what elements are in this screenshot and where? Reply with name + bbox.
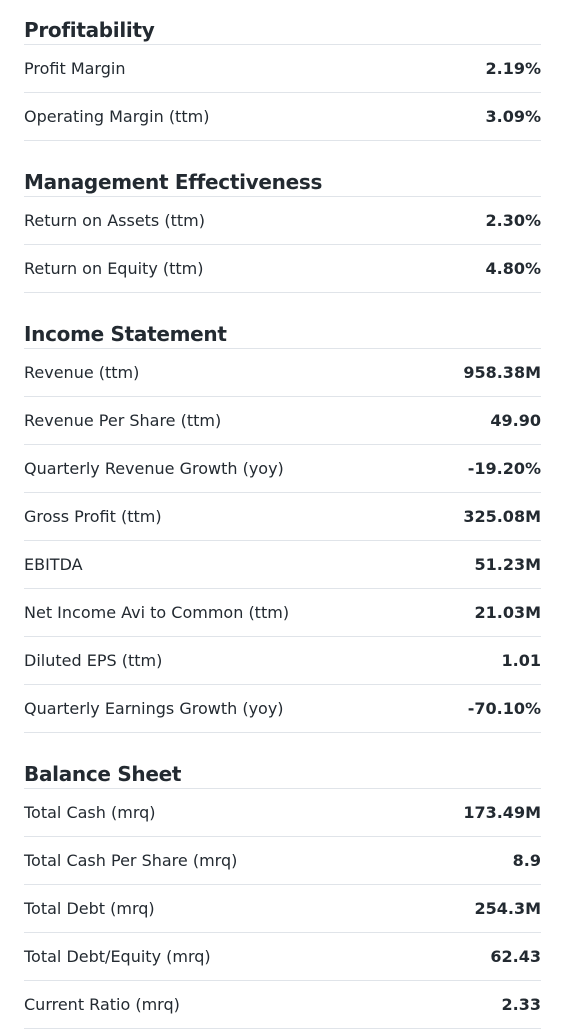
row-value: -19.20% bbox=[467, 459, 541, 478]
table-row: EBITDA 51.23M bbox=[24, 541, 541, 589]
table-row: Revenue Per Share (ttm) 49.90 bbox=[24, 397, 541, 445]
row-label: Diluted EPS (ttm) bbox=[24, 651, 163, 670]
section-title: Income Statement bbox=[24, 322, 541, 349]
table-row: Quarterly Earnings Growth (yoy) -70.10% bbox=[24, 685, 541, 733]
row-value: -70.10% bbox=[467, 699, 541, 718]
table-row: Profit Margin 2.19% bbox=[24, 45, 541, 93]
row-label: Net Income Avi to Common (ttm) bbox=[24, 603, 290, 622]
row-value: 254.3M bbox=[474, 899, 541, 918]
row-value: 958.38M bbox=[463, 363, 541, 382]
row-value: 325.08M bbox=[463, 507, 541, 526]
row-label: Quarterly Revenue Growth (yoy) bbox=[24, 459, 284, 478]
table-row: Total Cash (mrq) 173.49M bbox=[24, 789, 541, 837]
section-title: Management Effectiveness bbox=[24, 170, 541, 197]
row-label: Return on Equity (ttm) bbox=[24, 259, 204, 278]
table-row: Diluted EPS (ttm) 1.01 bbox=[24, 637, 541, 685]
row-value: 62.43 bbox=[490, 947, 541, 966]
stats-table: Revenue (ttm) 958.38M Revenue Per Share … bbox=[24, 349, 541, 733]
row-value: 21.03M bbox=[474, 603, 541, 622]
table-row: Return on Assets (ttm) 2.30% bbox=[24, 197, 541, 245]
section-income-statement: Income Statement Revenue (ttm) 958.38M R… bbox=[24, 293, 541, 733]
section-balance-sheet: Balance Sheet Total Cash (mrq) 173.49M T… bbox=[24, 733, 541, 1029]
row-value: 1.01 bbox=[501, 651, 541, 670]
row-label: Quarterly Earnings Growth (yoy) bbox=[24, 699, 284, 718]
table-row: Return on Equity (ttm) 4.80% bbox=[24, 245, 541, 293]
table-row: Current Ratio (mrq) 2.33 bbox=[24, 981, 541, 1029]
row-value: 8.9 bbox=[512, 851, 541, 870]
table-row: Quarterly Revenue Growth (yoy) -19.20% bbox=[24, 445, 541, 493]
row-value: 173.49M bbox=[463, 803, 541, 822]
row-value: 2.19% bbox=[485, 59, 541, 78]
section-title: Balance Sheet bbox=[24, 762, 541, 789]
section-profitability: Profitability Profit Margin 2.19% Operat… bbox=[24, 0, 541, 141]
row-value: 4.80% bbox=[485, 259, 541, 278]
section-title: Profitability bbox=[24, 18, 541, 45]
row-value: 2.33 bbox=[501, 995, 541, 1014]
row-label: Total Debt/Equity (mrq) bbox=[24, 947, 211, 966]
stats-table: Total Cash (mrq) 173.49M Total Cash Per … bbox=[24, 789, 541, 1029]
row-value: 49.90 bbox=[490, 411, 541, 430]
table-row: Total Debt (mrq) 254.3M bbox=[24, 885, 541, 933]
row-label: Revenue Per Share (ttm) bbox=[24, 411, 222, 430]
row-label: Return on Assets (ttm) bbox=[24, 211, 205, 230]
row-label: Revenue (ttm) bbox=[24, 363, 140, 382]
row-label: Total Cash (mrq) bbox=[24, 803, 156, 822]
row-label: EBITDA bbox=[24, 555, 83, 574]
row-value: 3.09% bbox=[485, 107, 541, 126]
section-management-effectiveness: Management Effectiveness Return on Asset… bbox=[24, 141, 541, 293]
row-label: Profit Margin bbox=[24, 59, 126, 78]
table-row: Gross Profit (ttm) 325.08M bbox=[24, 493, 541, 541]
table-row: Operating Margin (ttm) 3.09% bbox=[24, 93, 541, 141]
table-row: Revenue (ttm) 958.38M bbox=[24, 349, 541, 397]
row-label: Operating Margin (ttm) bbox=[24, 107, 210, 126]
stats-table: Return on Assets (ttm) 2.30% Return on E… bbox=[24, 197, 541, 293]
table-row: Net Income Avi to Common (ttm) 21.03M bbox=[24, 589, 541, 637]
stats-table: Profit Margin 2.19% Operating Margin (tt… bbox=[24, 45, 541, 141]
row-label: Gross Profit (ttm) bbox=[24, 507, 162, 526]
table-row: Total Cash Per Share (mrq) 8.9 bbox=[24, 837, 541, 885]
row-value: 51.23M bbox=[474, 555, 541, 574]
row-label: Current Ratio (mrq) bbox=[24, 995, 180, 1014]
row-label: Total Debt (mrq) bbox=[24, 899, 155, 918]
row-value: 2.30% bbox=[485, 211, 541, 230]
table-row: Total Debt/Equity (mrq) 62.43 bbox=[24, 933, 541, 981]
row-label: Total Cash Per Share (mrq) bbox=[24, 851, 238, 870]
